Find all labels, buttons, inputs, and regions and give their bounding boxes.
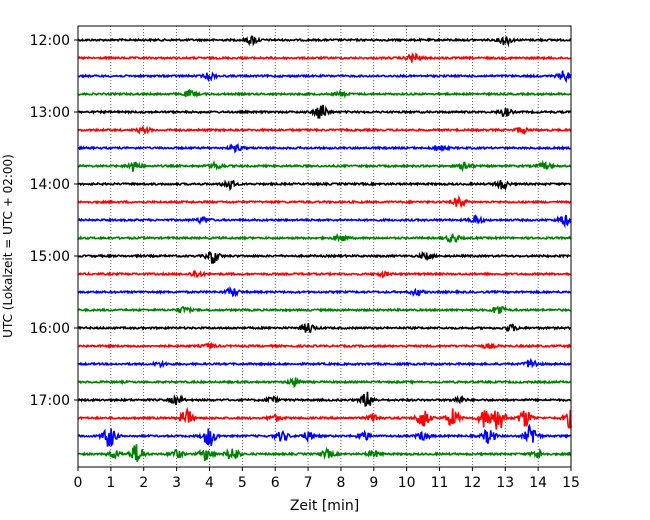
x-tick-label: 2	[139, 475, 148, 491]
trace-1330	[77, 142, 572, 154]
x-tick-label: 9	[369, 475, 378, 491]
y-tick-label: 13:00	[30, 105, 70, 121]
trace-1215	[77, 52, 572, 63]
trace-1515	[77, 269, 572, 279]
x-tick-label: 15	[562, 475, 580, 491]
x-tick-label: 1	[106, 475, 115, 491]
plot-frame	[77, 25, 572, 468]
trace-1545	[77, 305, 572, 315]
x-axis-label: Zeit [min]	[290, 498, 359, 514]
trace-1200	[77, 35, 572, 48]
trace-1415	[77, 194, 572, 209]
x-tick-label: 14	[529, 475, 547, 491]
trace-1645	[77, 377, 572, 389]
trace-1700	[77, 391, 572, 408]
y-tick-label: 16:00	[30, 321, 70, 337]
trace-1245	[77, 88, 572, 99]
y-tick-label: 17:00	[30, 393, 70, 409]
trace-1745	[77, 444, 572, 463]
x-tick-label: 3	[172, 475, 181, 491]
trace-1400	[77, 179, 572, 192]
trace-1300	[77, 104, 572, 119]
x-axis-ticks: 0 1 2 3 4 5 6 7 8 9 10 11 12 13 14 15	[74, 467, 580, 491]
x-tick-label: 13	[496, 475, 514, 491]
y-axis-ticks: 12:00 13:00 14:00 15:00 16:00 17:00	[30, 33, 78, 409]
y-tick-label: 15:00	[30, 249, 70, 265]
trace-1315	[77, 125, 572, 135]
trace-1600	[77, 323, 572, 334]
x-tick-label: 11	[431, 475, 449, 491]
x-tick-label: 6	[271, 475, 280, 491]
trace-1430	[77, 214, 572, 229]
x-tick-label: 7	[304, 475, 313, 491]
trace-1445	[77, 232, 572, 244]
trace-1730	[77, 423, 572, 447]
x-tick-label: 0	[74, 475, 83, 491]
x-tick-label: 8	[336, 475, 345, 491]
y-axis-label: UTC (Lokalzeit = UTC + 02:00)	[1, 154, 15, 338]
trace-1615	[77, 341, 572, 351]
trace-1500	[77, 250, 572, 264]
y-tick-label: 12:00	[30, 33, 70, 49]
trace-1630	[77, 357, 572, 369]
trace-1230	[77, 70, 572, 84]
trace-1530	[77, 285, 572, 298]
x-tick-label: 4	[205, 475, 214, 491]
trace-1715	[77, 406, 572, 430]
trace-lines	[77, 35, 572, 463]
trace-1345	[77, 159, 572, 173]
y-tick-label: 14:00	[30, 177, 70, 193]
x-tick-label: 12	[463, 475, 481, 491]
x-tick-label: 5	[238, 475, 247, 491]
x-tick-label: 10	[398, 475, 416, 491]
